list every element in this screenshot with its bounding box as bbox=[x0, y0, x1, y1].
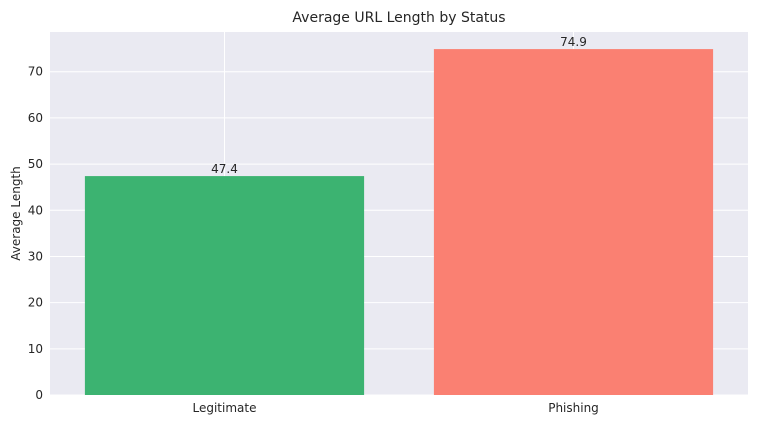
data-label-legitimate: 47.4 bbox=[211, 162, 238, 176]
x-tick-label-phishing: Phishing bbox=[548, 401, 599, 415]
y-tick-label: 60 bbox=[28, 111, 43, 125]
bar-phishing bbox=[433, 49, 714, 395]
y-tick-label: 40 bbox=[28, 203, 43, 217]
data-label-phishing: 74.9 bbox=[560, 35, 587, 49]
bar-legitimate bbox=[84, 176, 365, 395]
y-tick-label: 50 bbox=[28, 157, 43, 171]
y-tick-label: 30 bbox=[28, 249, 43, 263]
y-tick-label: 0 bbox=[35, 388, 43, 402]
data-labels: 47.4 74.9 bbox=[211, 35, 587, 176]
chart-title: Average URL Length by Status bbox=[292, 10, 505, 26]
y-tick-label: 20 bbox=[28, 296, 43, 310]
y-tick-label: 10 bbox=[28, 342, 43, 356]
y-tick-label: 70 bbox=[28, 65, 43, 79]
y-axis-label: Average Length bbox=[9, 166, 23, 260]
bars bbox=[84, 49, 714, 395]
tick-labels: 0 10 20 30 40 50 60 70 Legitimate Phishing bbox=[28, 65, 599, 415]
x-tick-label-legitimate: Legitimate bbox=[193, 401, 257, 415]
